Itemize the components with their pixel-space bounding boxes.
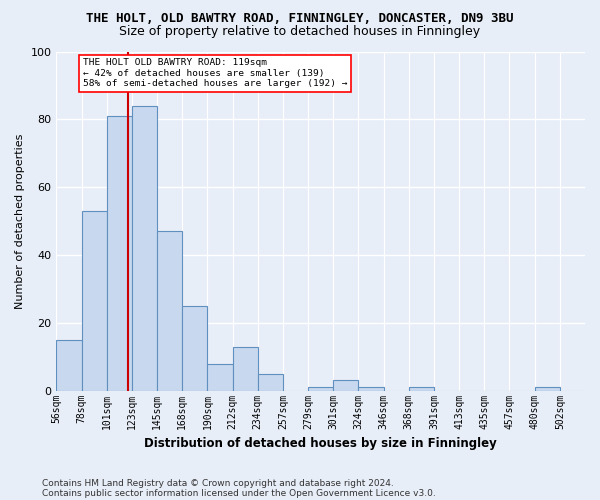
- Text: THE HOLT, OLD BAWTRY ROAD, FINNINGLEY, DONCASTER, DN9 3BU: THE HOLT, OLD BAWTRY ROAD, FINNINGLEY, D…: [86, 12, 514, 26]
- Bar: [308, 387, 333, 390]
- Bar: [157, 231, 182, 390]
- Text: THE HOLT OLD BAWTRY ROAD: 119sqm
← 42% of detached houses are smaller (139)
58% : THE HOLT OLD BAWTRY ROAD: 119sqm ← 42% o…: [83, 58, 347, 88]
- Bar: [107, 116, 132, 390]
- Bar: [358, 387, 383, 390]
- Bar: [56, 340, 82, 390]
- Bar: [233, 346, 258, 391]
- Bar: [535, 387, 560, 390]
- Y-axis label: Number of detached properties: Number of detached properties: [15, 134, 25, 309]
- Text: Size of property relative to detached houses in Finningley: Size of property relative to detached ho…: [119, 25, 481, 38]
- Bar: [208, 364, 233, 390]
- Bar: [132, 106, 157, 391]
- Text: Contains HM Land Registry data © Crown copyright and database right 2024.: Contains HM Land Registry data © Crown c…: [42, 478, 394, 488]
- X-axis label: Distribution of detached houses by size in Finningley: Distribution of detached houses by size …: [145, 437, 497, 450]
- Bar: [182, 306, 208, 390]
- Bar: [82, 211, 107, 390]
- Bar: [333, 380, 358, 390]
- Text: Contains public sector information licensed under the Open Government Licence v3: Contains public sector information licen…: [42, 488, 436, 498]
- Bar: [409, 387, 434, 390]
- Bar: [258, 374, 283, 390]
